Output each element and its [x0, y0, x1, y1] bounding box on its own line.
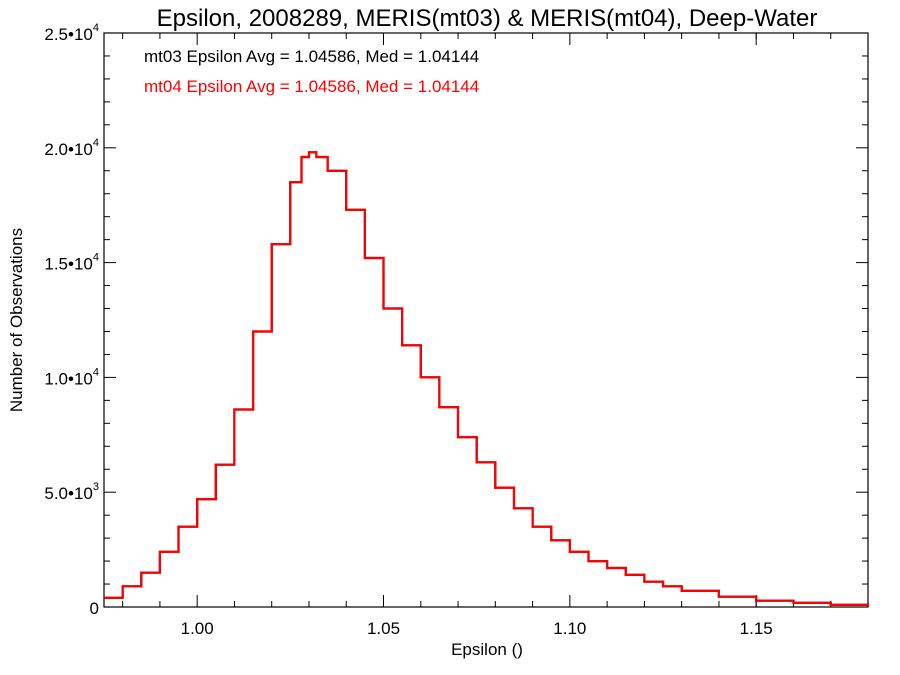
x-tick-label: 1.10	[553, 619, 586, 638]
y-tick-exponent: 4	[93, 137, 99, 149]
x-tick-label: 1.00	[181, 619, 214, 638]
y-tick-mantissa: 0	[90, 599, 99, 618]
y-tick-mantissa: 1.5•10	[44, 255, 93, 274]
y-tick-mantissa: 2.0•10	[44, 140, 93, 159]
series-1-line	[104, 151, 870, 607]
y-tick-label: 2.5•104	[44, 22, 99, 44]
y-tick-label: 5.0•103	[44, 481, 99, 503]
chart-title: Epsilon, 2008289, MERIS(mt03) & MERIS(mt…	[157, 5, 818, 32]
y-tick-mantissa: 2.5•10	[44, 25, 93, 44]
y-tick-label: 2.0•104	[44, 137, 99, 159]
y-tick-label: 1.5•104	[44, 252, 99, 274]
plot-frame	[103, 32, 869, 608]
y-axis-label: Number of Observations	[7, 228, 26, 412]
x-tick-label: 1.15	[740, 619, 773, 638]
y-tick-label: 0	[90, 599, 99, 618]
y-tick-exponent: 4	[93, 22, 99, 34]
x-tick-label: 1.05	[367, 619, 400, 638]
series-0-line	[104, 151, 870, 607]
series-layer	[104, 151, 870, 607]
tick-marks	[104, 32, 869, 608]
x-tick-labels: 1.00 1.05 1.10 1.15	[181, 619, 773, 638]
x-axis-label: Epsilon ()	[451, 640, 523, 659]
y-tick-exponent: 4	[93, 252, 99, 264]
y-tick-exponent: 4	[93, 366, 99, 378]
y-tick-mantissa: 5.0•10	[44, 484, 93, 503]
y-tick-mantissa: 1.0•10	[44, 369, 93, 388]
y-tick-label: 1.0•104	[44, 366, 99, 388]
annotation-mt03: mt03 Epsilon Avg = 1.04586, Med = 1.0414…	[144, 47, 479, 66]
y-tick-exponent: 3	[93, 481, 99, 493]
annotation-mt04: mt04 Epsilon Avg = 1.04586, Med = 1.0414…	[144, 77, 479, 96]
